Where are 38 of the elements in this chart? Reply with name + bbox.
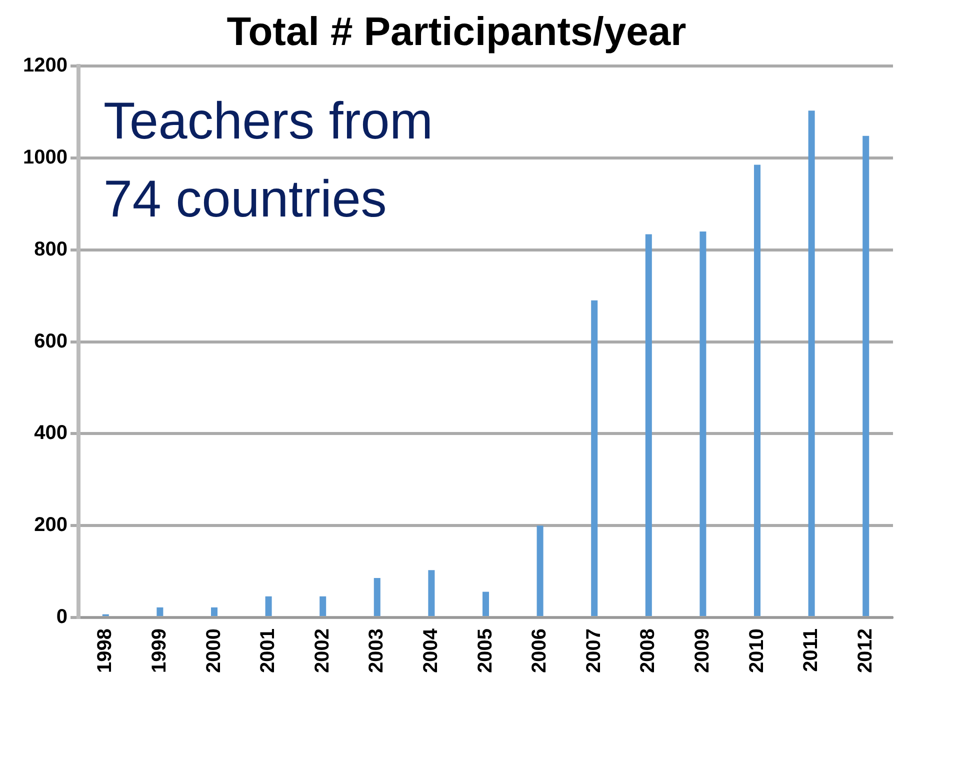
- bar: [645, 234, 652, 616]
- x-tick-label: 1998: [94, 628, 116, 674]
- x-tick-label: 2010: [746, 628, 768, 674]
- x-tick-label: 1999: [148, 628, 170, 674]
- y-tick-label: 400: [34, 422, 68, 444]
- bar: [210, 607, 218, 616]
- bar: [482, 592, 490, 616]
- bar: [320, 596, 326, 616]
- bar: [536, 526, 544, 616]
- x-tick-label: 2012: [854, 628, 876, 674]
- x-tick-label: 2009: [691, 628, 714, 674]
- bar: [700, 231, 706, 616]
- x-tick-label: 2000: [202, 628, 225, 674]
- chart-title: Total # Participants/year: [226, 10, 686, 54]
- bar: [265, 596, 272, 616]
- x-tick-label: 2003: [366, 628, 388, 674]
- y-tick-label: 600: [34, 330, 68, 352]
- x-tick-label: 2004: [420, 628, 442, 674]
- x-tick-label: 2011: [800, 628, 822, 672]
- annotation: Teachers from 74 countries: [103, 92, 433, 228]
- y-tick-label: 200: [34, 514, 68, 536]
- x-tick-label: 2007: [582, 628, 605, 674]
- y-tick-label: 0: [56, 606, 68, 628]
- bar: [428, 570, 435, 616]
- bar: [754, 164, 761, 616]
- x-tick-label: 2002: [311, 628, 334, 674]
- y-tick-label: 1000: [22, 146, 68, 168]
- bar: [156, 607, 164, 616]
- bar: [591, 300, 598, 616]
- x-tick-label: 2005: [474, 628, 496, 674]
- x-tick-label: 2006: [528, 628, 551, 674]
- y-tick-label: 800: [34, 238, 68, 260]
- bar: [374, 578, 380, 616]
- bar: [862, 136, 870, 616]
- x-tick-label: 2008: [637, 628, 660, 674]
- x-tick-label: 2001: [257, 628, 280, 674]
- bar: [808, 110, 815, 616]
- y-tick-label: 1200: [22, 54, 68, 77]
